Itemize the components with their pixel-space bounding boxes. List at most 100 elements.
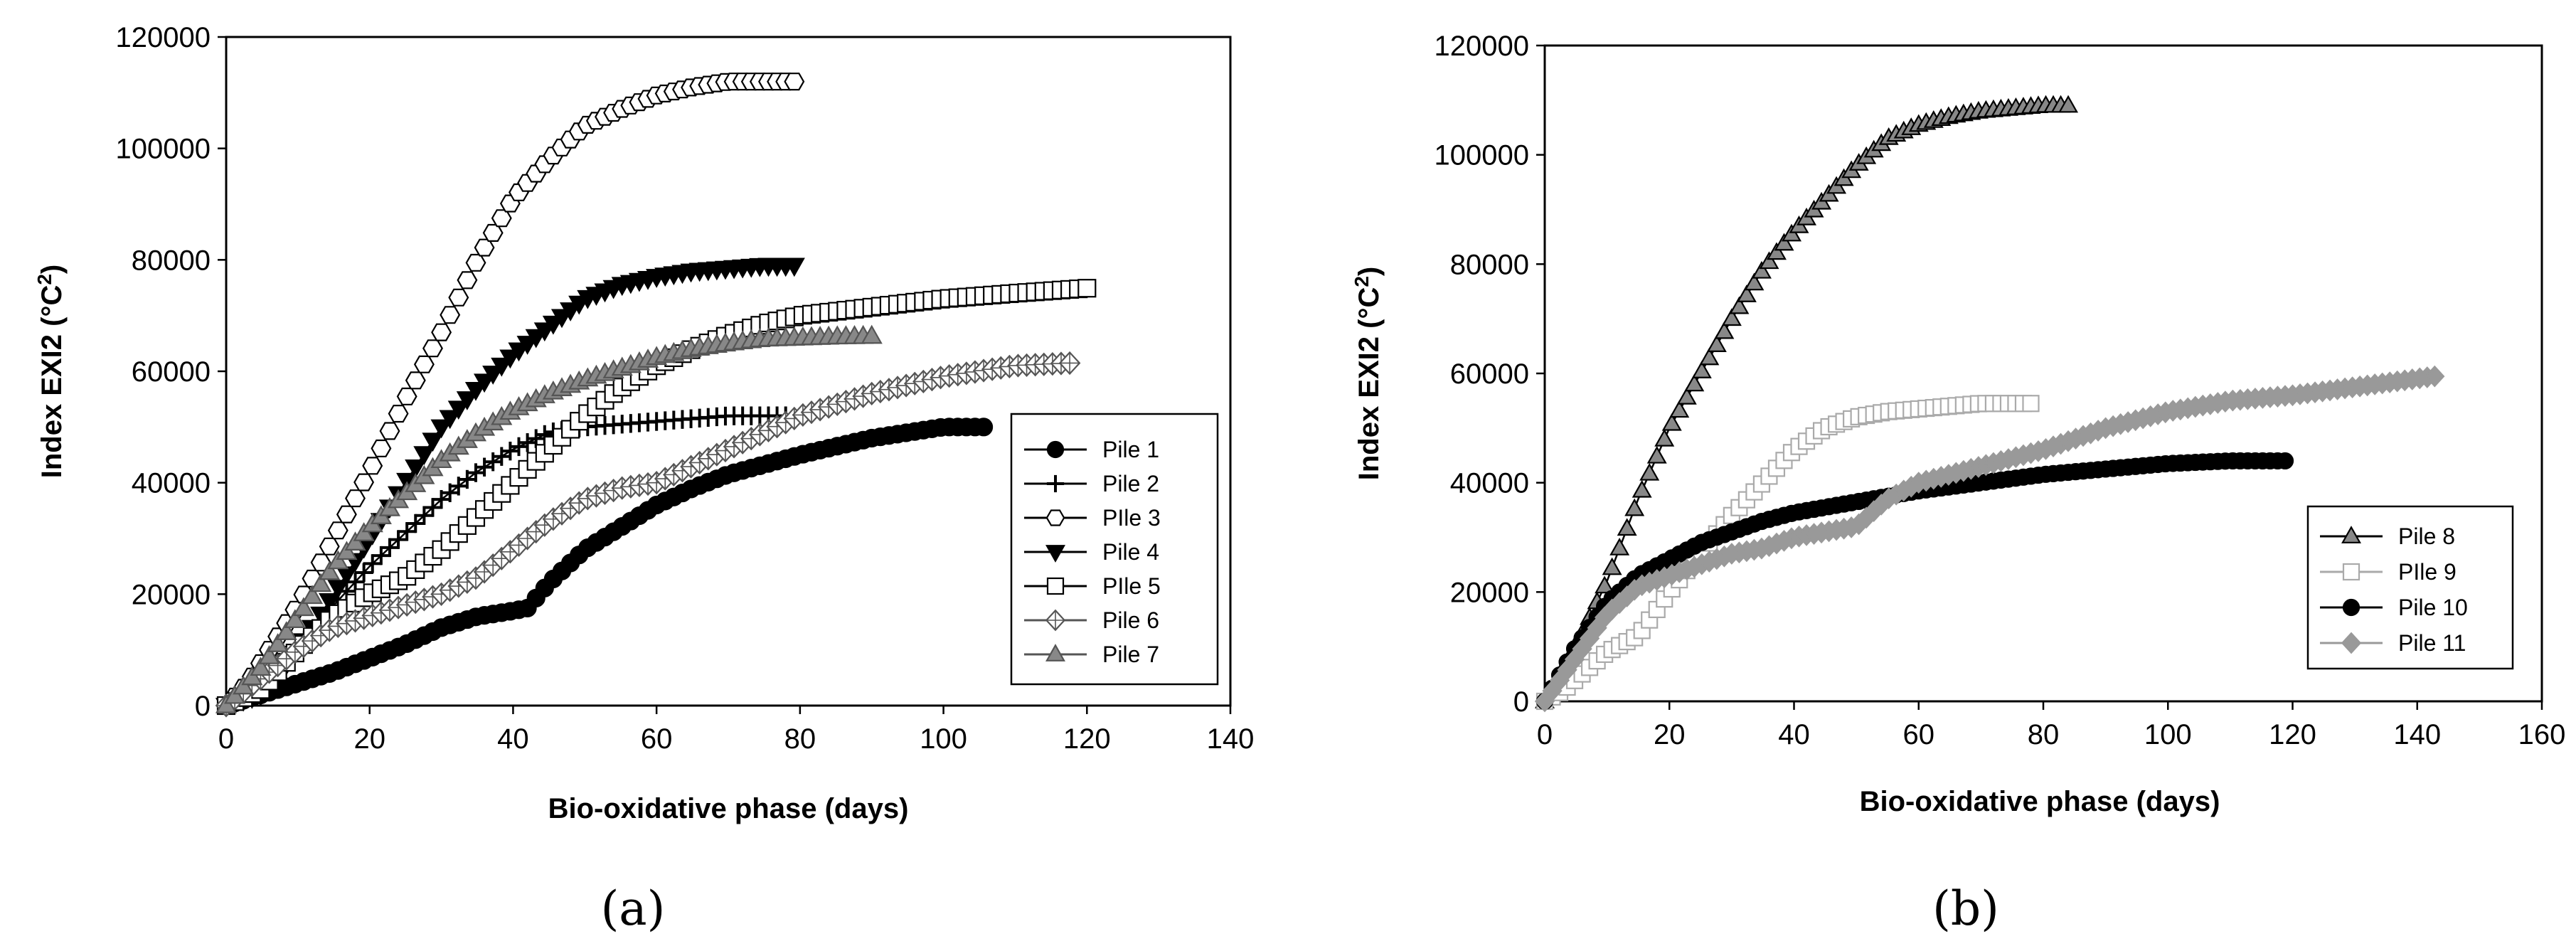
series-pile-3-point [482, 223, 504, 242]
series-pile-6 [215, 351, 1081, 718]
x-tick-label: 140 [1207, 723, 1255, 755]
series-pile-3-point [422, 339, 443, 358]
series-pile-3-point [465, 253, 486, 272]
panel-b-x-axis-title: Bio-oxidative phase (days) [1860, 786, 2220, 817]
series-pile-8-point [1669, 400, 1690, 418]
series-pile-4-point [464, 381, 487, 401]
series-pile-3-point [362, 457, 383, 475]
legend-pile-6-marker [1045, 609, 1066, 632]
series-pile-6-point [1058, 351, 1081, 376]
panel-a-x-ticks: 0 20 40 60 80 100 120 140 [218, 706, 1255, 755]
series-pile-7-point [275, 621, 297, 640]
y-tick-label: 20000 [1450, 577, 1529, 608]
series-pile-1 [216, 418, 994, 716]
legend-entry-pile-10: Pile 10 [2320, 595, 2468, 620]
series-pile-4-point [430, 419, 452, 439]
x-tick-label: 40 [1778, 719, 1810, 750]
legend-pile-8-label: Pile 8 [2398, 524, 2455, 549]
series-pile-3-point [405, 371, 426, 390]
series-pile-8-point [1676, 386, 1697, 405]
series-pile-4-point [447, 400, 469, 420]
panel-b: 0 20000 40000 60000 80000 100000 120000 0 20 40 6… [1351, 31, 2565, 936]
series-pile-4-point [319, 593, 341, 612]
x-tick-label: 0 [218, 723, 234, 755]
legend-entry-pile-9: PIle 9 [2320, 559, 2457, 585]
x-tick-label: 160 [2518, 719, 2566, 750]
series-pile-2-point [388, 530, 408, 549]
y-tick-label: 40000 [1450, 468, 1529, 499]
legend-pile-3-label: PIle 3 [1102, 505, 1161, 531]
legend-entry-pile-6: Pile 6 [1024, 607, 1159, 633]
series-pile-7-point [319, 560, 341, 580]
series-pile-3-point [327, 521, 348, 540]
series-pile-2-point [346, 572, 365, 592]
legend-entry-pile-11: Pile 11 [2320, 630, 2466, 656]
legend-pile-11-marker [2341, 632, 2362, 654]
series-pile-8-point [1714, 321, 1735, 339]
x-tick-label: 120 [2269, 719, 2316, 750]
y-tick-label: 20000 [132, 579, 211, 610]
series-pile-8-point [1759, 251, 1779, 270]
legend-pile-4-marker [1045, 545, 1065, 563]
series-pile-3-point [396, 387, 417, 405]
x-tick-label: 0 [1537, 719, 1553, 750]
x-tick-label: 100 [920, 723, 967, 755]
series-pile-8-point [1766, 242, 1787, 260]
series-pile-8-point [1624, 498, 1645, 516]
series-pile-4-point [413, 446, 435, 465]
legend-pile-3-marker [1045, 509, 1065, 526]
x-tick-label: 20 [1654, 719, 1686, 750]
series-pile-8-point [1602, 557, 1622, 575]
y-tick-label: 80000 [1450, 249, 1529, 280]
series-pile-2-point [363, 554, 382, 573]
series-pile-8-point [1774, 233, 1794, 251]
series-pile-8-point [1699, 347, 1720, 366]
legend-pile-4-label: Pile 4 [1102, 539, 1159, 565]
x-tick-label: 80 [2028, 719, 2060, 750]
series-pile-11 [1534, 365, 2445, 713]
series-pile-8-point [1661, 413, 1682, 431]
series-pile-7-point [233, 675, 255, 695]
series-pile-2-point [371, 546, 391, 565]
legend-pile-5-marker [1046, 577, 1065, 595]
series-pile-8-point [1729, 296, 1750, 314]
series-pile-2-point [397, 522, 417, 541]
series-pile-6-line [225, 362, 1073, 706]
series-pile-3-point [491, 209, 512, 228]
series-pile-7-point [250, 657, 272, 676]
series-pile-2-point [406, 514, 425, 533]
series-pile-3-point [388, 404, 409, 423]
y-tick-label: 100000 [116, 134, 211, 165]
legend-pile-2-marker [1046, 474, 1065, 493]
series-pile-3-point [336, 505, 357, 524]
panel-b-series [1534, 95, 2445, 713]
x-tick-label: 100 [2144, 719, 2192, 750]
series-pile-3-point [784, 73, 805, 91]
series-pile-8-point [1684, 373, 1705, 392]
panel-a-legend: Pile 1 Pile 2 PIle 3 Pile 4 PIle 5 Pile 6 Pile… [1010, 413, 1219, 686]
series-pile-7-point [861, 324, 883, 344]
y-tick-label: 0 [1513, 686, 1529, 718]
series-pile-7-point [336, 541, 358, 560]
series-pile-4-point [491, 357, 513, 377]
legend-entry-pile-8: Pile 8 [2320, 524, 2455, 549]
x-tick-label: 80 [784, 723, 816, 755]
legend-pile-6-label: Pile 6 [1102, 607, 1159, 633]
series-pile-4-point [783, 257, 805, 277]
legend-pile-2-label: Pile 2 [1102, 471, 1159, 496]
series-pile-8-point [1751, 260, 1772, 279]
y-tick-label: 0 [195, 691, 211, 722]
series-pile-4-point [405, 459, 427, 479]
series-pile-9-point [2022, 395, 2040, 413]
series-pile-7-point [241, 666, 263, 686]
series-pile-7-point [224, 684, 246, 704]
series-pile-8-point [1632, 479, 1652, 498]
legend-pile-8-marker [2341, 526, 2361, 543]
series-pile-8-point [1654, 428, 1675, 447]
series-pile-7-point [284, 609, 306, 629]
series-pile-7-point [267, 633, 289, 652]
legend-entry-pile-3: PIle 3 [1024, 505, 1161, 531]
series-pile-4-point [439, 410, 461, 430]
panel-a-legend-box [1010, 413, 1219, 686]
series-pile-7 [215, 324, 883, 713]
